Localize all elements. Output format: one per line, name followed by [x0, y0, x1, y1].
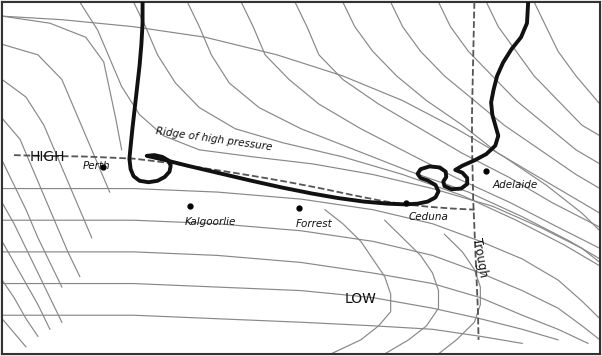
Text: HIGH: HIGH: [29, 150, 64, 164]
Text: Adelaide: Adelaide: [492, 180, 538, 190]
Text: LOW: LOW: [345, 292, 377, 307]
Text: Ridge of high pressure: Ridge of high pressure: [155, 126, 273, 152]
Text: Forrest: Forrest: [296, 219, 333, 229]
Text: Perth: Perth: [83, 161, 110, 171]
Text: Trough: Trough: [471, 236, 490, 278]
Text: Ceduna: Ceduna: [409, 212, 448, 222]
Text: Kalgoorlie: Kalgoorlie: [184, 217, 236, 227]
